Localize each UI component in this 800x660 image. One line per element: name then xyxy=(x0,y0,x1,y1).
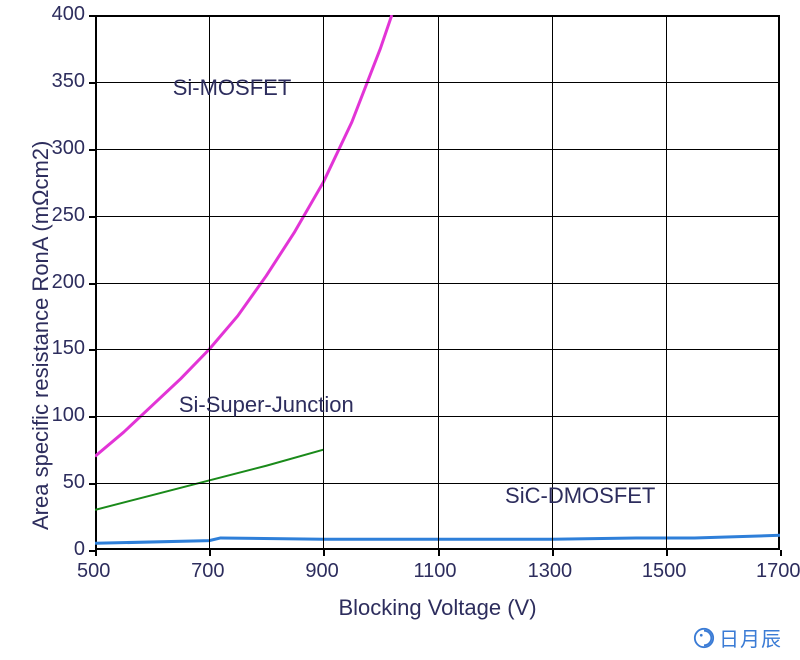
x-tick xyxy=(666,550,668,556)
series-label: SiC-DMOSFET xyxy=(505,483,655,509)
y-tick xyxy=(89,82,95,84)
x-tick-label: 700 xyxy=(191,560,224,583)
y-tick-label: 50 xyxy=(63,471,85,494)
grid-line-v xyxy=(438,17,439,548)
y-tick xyxy=(89,216,95,218)
y-tick-label: 150 xyxy=(52,337,85,360)
watermark-text: 日月辰 xyxy=(719,623,782,652)
x-tick xyxy=(438,550,440,556)
x-tick xyxy=(95,550,97,556)
watermark-icon xyxy=(693,627,715,649)
x-tick xyxy=(552,550,554,556)
y-tick xyxy=(89,283,95,285)
grid-line-v xyxy=(666,17,667,548)
y-tick xyxy=(89,416,95,418)
x-tick-label: 900 xyxy=(305,560,338,583)
y-tick-label: 350 xyxy=(52,70,85,93)
x-axis-title: Blocking Voltage (V) xyxy=(95,595,780,621)
y-axis-title: Area specific resistance RonA (mΩcm2) xyxy=(28,141,54,530)
y-tick xyxy=(89,15,95,17)
y-tick-label: 300 xyxy=(52,137,85,160)
grid-line-v xyxy=(552,17,553,548)
chart-container: Area specific resistance RonA (mΩcm2) Bl… xyxy=(0,0,800,660)
y-tick xyxy=(89,349,95,351)
series-label: Si-MOSFET xyxy=(173,75,292,101)
watermark-logo: 日月辰 xyxy=(693,623,782,652)
y-tick-label: 200 xyxy=(52,271,85,294)
y-tick-label: 400 xyxy=(52,3,85,26)
x-tick-label: 1500 xyxy=(642,560,687,583)
grid-line-v xyxy=(323,17,324,548)
x-tick-label: 500 xyxy=(77,560,110,583)
y-tick-label: 250 xyxy=(52,204,85,227)
y-tick xyxy=(89,483,95,485)
x-tick-label: 1700 xyxy=(756,560,800,583)
y-tick-label: 0 xyxy=(74,538,85,561)
x-tick xyxy=(780,550,782,556)
x-tick-label: 1100 xyxy=(414,560,457,583)
x-tick xyxy=(209,550,211,556)
series-label: Si-Super-Junction xyxy=(179,392,354,418)
y-tick-label: 100 xyxy=(52,404,85,427)
x-tick-label: 1300 xyxy=(528,560,573,583)
x-tick xyxy=(323,550,325,556)
y-tick xyxy=(89,149,95,151)
